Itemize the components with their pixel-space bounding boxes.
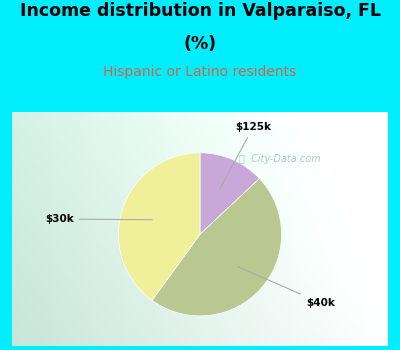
Text: Hispanic or Latino residents: Hispanic or Latino residents bbox=[103, 65, 297, 79]
Wedge shape bbox=[200, 153, 260, 234]
Text: $30k: $30k bbox=[45, 214, 152, 224]
Text: $125k: $125k bbox=[220, 122, 271, 189]
Text: (%): (%) bbox=[184, 35, 216, 53]
Text: ⓘ  City-Data.com: ⓘ City-Data.com bbox=[239, 154, 321, 164]
Wedge shape bbox=[152, 178, 282, 316]
Text: $40k: $40k bbox=[238, 267, 335, 308]
Text: Income distribution in Valparaiso, FL: Income distribution in Valparaiso, FL bbox=[20, 2, 380, 20]
Wedge shape bbox=[118, 153, 200, 300]
